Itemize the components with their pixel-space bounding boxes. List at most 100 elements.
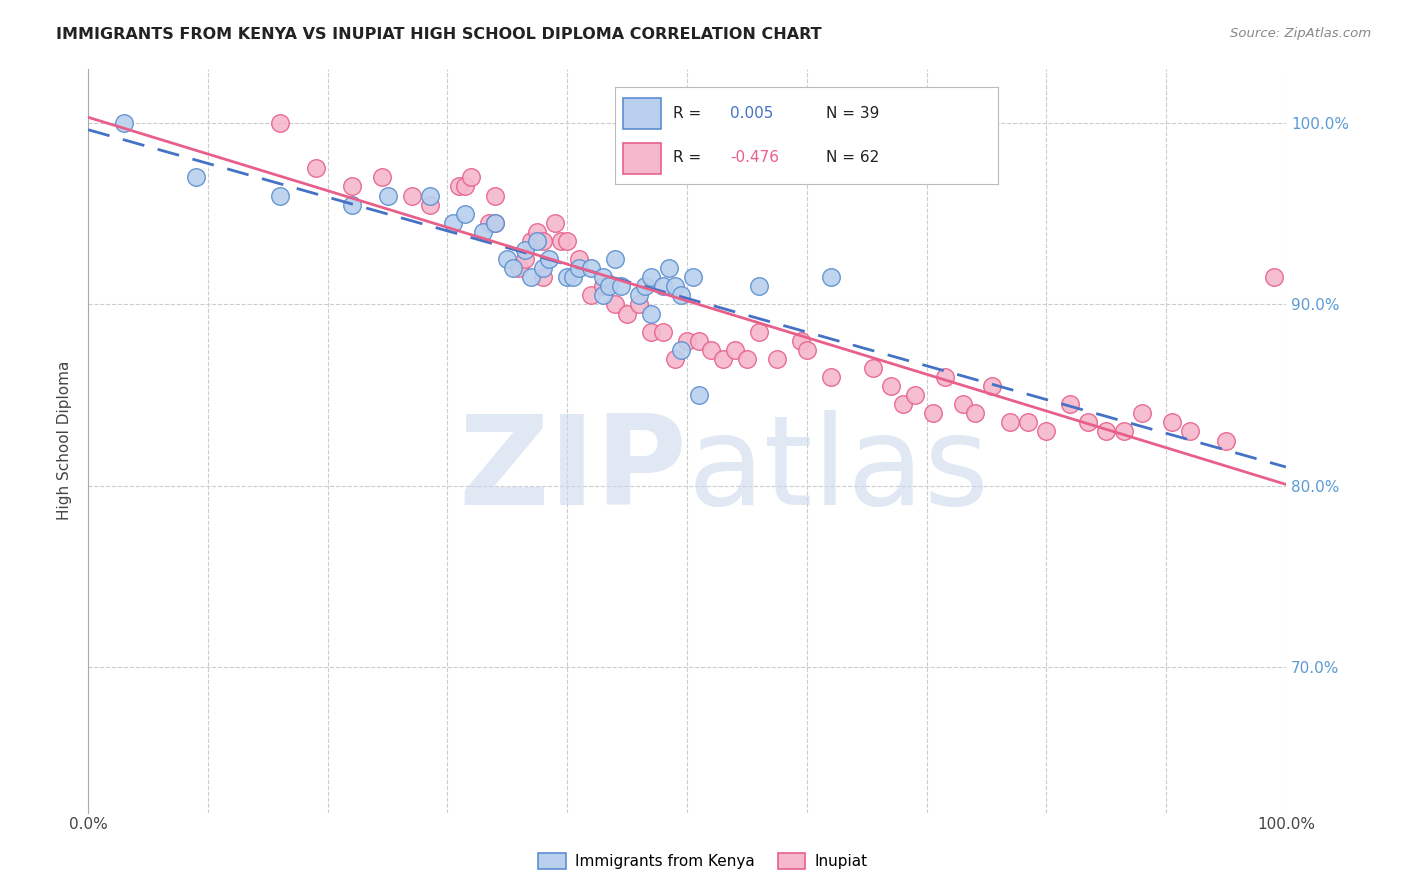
Point [581,261,603,276]
Point [796,343,818,357]
Point [520,234,543,248]
Text: IMMIGRANTS FROM KENYA VS INUPIAT HIGH SCHOOL DIPLOMA CORRELATION CHART: IMMIGRANTS FROM KENYA VS INUPIAT HIGH SC… [56,27,823,42]
Point [598,279,620,293]
Point [1059,397,1081,411]
Text: ZIP: ZIP [458,409,688,531]
Point [790,334,813,348]
Point [544,216,567,230]
Point [605,252,627,266]
Point [538,252,561,266]
Point [418,197,440,211]
Point [484,216,506,230]
Point [531,261,554,276]
Point [700,343,723,357]
Point [269,116,291,130]
Point [454,207,477,221]
Point [1114,425,1136,439]
Point [688,334,710,348]
Point [766,351,789,366]
Legend: Immigrants from Kenya, Inupiat: Immigrants from Kenya, Inupiat [533,847,873,875]
Text: atlas: atlas [688,409,990,531]
Point [508,261,530,276]
Point [605,297,627,311]
Point [640,306,662,320]
Point [502,261,524,276]
Point [1263,270,1285,285]
Point [688,388,710,402]
Point [454,179,477,194]
Point [555,234,578,248]
Point [520,270,543,285]
Point [652,325,675,339]
Point [735,351,758,366]
Point [269,188,291,202]
Point [682,270,704,285]
Point [555,270,578,285]
Point [963,406,986,420]
Point [879,379,901,393]
Point [377,188,399,202]
Point [1035,425,1057,439]
Point [1215,434,1237,448]
Point [748,279,770,293]
Point [1077,416,1099,430]
Point [526,225,548,239]
Point [581,288,603,302]
Point [401,188,423,202]
Point [634,279,657,293]
Point [550,234,572,248]
Point [669,288,692,302]
Point [531,270,554,285]
Point [820,270,842,285]
Point [676,334,699,348]
Point [340,179,363,194]
Point [112,116,135,130]
Point [664,351,686,366]
Point [449,179,471,194]
Point [478,216,501,230]
Point [981,379,1004,393]
Point [340,197,363,211]
Point [592,279,614,293]
Point [748,325,770,339]
Point [370,170,392,185]
Point [592,288,614,302]
Point [562,270,585,285]
Point [484,188,506,202]
Point [904,388,927,402]
Point [921,406,943,420]
Point [1130,406,1153,420]
Point [515,252,537,266]
Point [568,261,591,276]
Point [526,234,548,248]
Point [640,325,662,339]
Point [1000,416,1022,430]
Point [484,216,506,230]
Point [496,252,519,266]
Point [184,170,207,185]
Point [418,188,440,202]
Point [628,297,651,311]
Point [616,306,638,320]
Point [711,351,734,366]
Point [610,279,633,293]
Point [669,343,692,357]
Point [628,288,651,302]
Point [472,225,495,239]
Text: Source: ZipAtlas.com: Source: ZipAtlas.com [1230,27,1371,40]
Point [658,261,681,276]
Point [952,397,974,411]
Point [862,360,884,375]
Point [891,397,914,411]
Point [515,243,537,257]
Point [443,216,465,230]
Y-axis label: High School Diploma: High School Diploma [58,361,72,520]
Point [568,252,591,266]
Point [592,270,614,285]
Point [1095,425,1118,439]
Point [640,270,662,285]
Point [1017,416,1039,430]
Point [724,343,747,357]
Point [1161,416,1184,430]
Point [305,161,328,176]
